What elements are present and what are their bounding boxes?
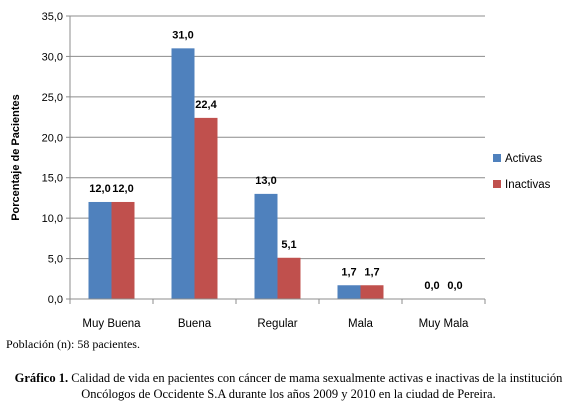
bar xyxy=(171,48,195,299)
legend-swatch xyxy=(493,154,501,162)
data-label: 1,7 xyxy=(364,266,379,278)
y-tick-label: 20,0 xyxy=(42,132,63,144)
data-label: 12,0 xyxy=(89,183,110,195)
x-category-label: Mala xyxy=(348,318,374,330)
data-label: 5,1 xyxy=(281,239,296,251)
y-tick-label: 25,0 xyxy=(42,92,63,104)
caption-label: Gráfico 1. xyxy=(14,371,69,385)
data-label: 0,0 xyxy=(447,280,462,292)
x-category-label: Regular xyxy=(257,318,297,330)
legend-label: Activas xyxy=(505,153,542,165)
data-label: 31,0 xyxy=(172,29,193,41)
data-label: 13,0 xyxy=(255,175,276,187)
data-label: 12,0 xyxy=(112,183,133,195)
bar xyxy=(254,193,278,299)
bar xyxy=(88,201,112,299)
bar xyxy=(194,117,218,299)
figure-caption: Gráfico 1. Calidad de vida en pacientes … xyxy=(6,370,571,402)
x-axis-categories: Muy Buena Buena Regular Mala Muy Mala xyxy=(69,299,486,330)
legend-swatch xyxy=(493,180,501,188)
y-tick-label: 5,0 xyxy=(48,254,63,266)
x-category-label: Muy Buena xyxy=(82,318,141,330)
data-label: 22,4 xyxy=(195,99,217,111)
bar xyxy=(360,285,384,299)
population-note: Población (n): 58 pacientes. xyxy=(6,337,140,351)
y-tick-label: 30,0 xyxy=(42,51,63,63)
bars xyxy=(88,48,384,299)
x-category-label: Buena xyxy=(178,318,212,330)
bar xyxy=(337,285,361,299)
y-tick-label: 15,0 xyxy=(42,173,63,185)
legend: Activas Inactivas xyxy=(493,153,551,191)
gridlines xyxy=(70,15,485,260)
y-tick-label: 10,0 xyxy=(42,213,63,225)
data-label: 0,0 xyxy=(424,280,439,292)
bar xyxy=(277,257,301,299)
y-tick-label: 35,0 xyxy=(42,11,63,23)
legend-label: Inactivas xyxy=(505,179,551,191)
bar xyxy=(111,201,135,299)
data-labels: 12,0 12,0 31,0 22,4 13,0 5,1 1,7 1,7 0,0 0,0 xyxy=(89,29,462,292)
x-category-label: Muy Mala xyxy=(419,318,469,330)
y-axis-ticks: 0,0 5,0 10,0 15,0 20,0 25,0 30,0 35,0 xyxy=(42,11,70,306)
caption-text: Calidad de vida en pacientes con cáncer … xyxy=(68,371,563,401)
y-axis-title: Porcentaje de Pacientes xyxy=(10,94,22,221)
data-label: 1,7 xyxy=(341,266,356,278)
y-tick-label: 0,0 xyxy=(48,294,63,306)
bar-chart: 0,0 5,0 10,0 15,0 20,0 25,0 30,0 35,0 12,0 12,0 3… xyxy=(10,11,551,330)
